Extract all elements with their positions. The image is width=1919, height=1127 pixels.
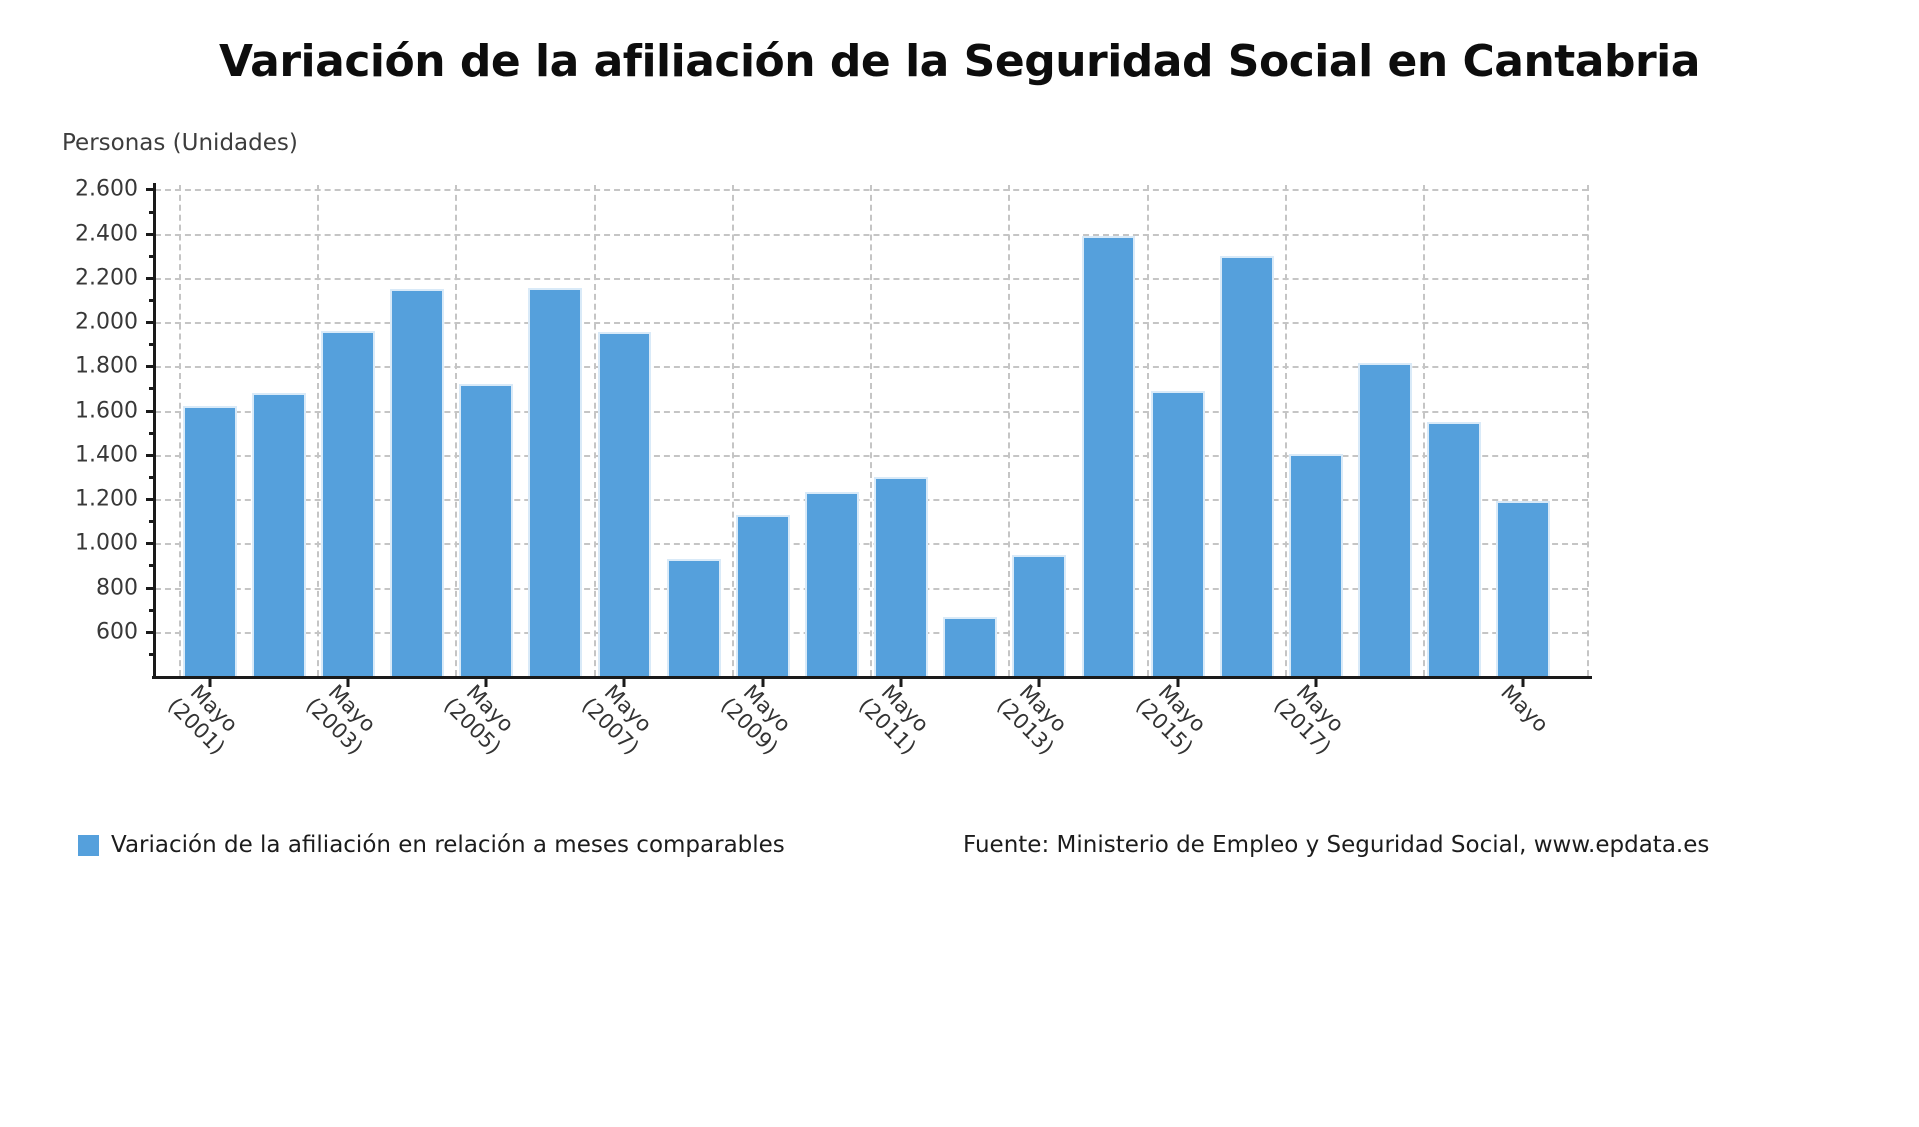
y-minor-tick (149, 475, 154, 479)
y-tick (146, 453, 154, 457)
bar-mayo-2012 (943, 617, 998, 676)
x-tick (346, 679, 350, 687)
y-tick (146, 276, 154, 280)
y-tick (146, 365, 154, 369)
bar-mayo-2019 (1427, 421, 1482, 676)
source-text: Fuente: Ministerio de Empleo y Seguridad… (963, 832, 1710, 858)
x-tick (1314, 679, 1318, 687)
chart-title: Variación de la afiliación de la Segurid… (219, 36, 1700, 87)
x-tick-label: Mayo (2017) (1269, 680, 1349, 760)
y-minor-tick (149, 431, 154, 435)
y-tick-label: 1.800 (75, 353, 138, 379)
y-minor-tick (149, 210, 154, 214)
legend-label: Variación de la afiliación en relación a… (111, 832, 785, 858)
plot-area (155, 185, 1589, 676)
y-axis-title: Personas (Unidades) (62, 130, 298, 156)
y-minor-tick (149, 608, 154, 612)
y-tick-label: 2.400 (75, 221, 138, 247)
bar-mayo-2001 (182, 406, 237, 676)
x-tick-label: Mayo (1496, 680, 1554, 737)
vgrid-line (1587, 185, 1589, 676)
x-tick-label: Mayo (2001) (162, 680, 243, 760)
bar-mayo-2018 (1358, 363, 1413, 676)
bar-mayo-2010 (804, 492, 859, 676)
bar-mayo-2009 (735, 514, 790, 676)
vgrid-line (1008, 185, 1011, 676)
vgrid-line (870, 185, 873, 676)
y-tick (146, 188, 154, 192)
y-minor-tick (149, 652, 154, 656)
x-tick (1176, 679, 1180, 687)
y-tick-label: 2.600 (75, 176, 138, 202)
y-tick-label: 2.000 (75, 309, 138, 335)
x-tick-label: Mayo (2009) (715, 680, 796, 760)
y-tick-label: 1.600 (75, 398, 138, 424)
bar-mayo-2015 (1150, 390, 1205, 676)
bar-mayo-2003 (320, 330, 375, 676)
y-tick-label: 600 (96, 619, 138, 645)
x-tick (484, 679, 488, 687)
vgrid-line (178, 185, 181, 676)
x-tick (899, 679, 903, 687)
vgrid-line (1285, 185, 1287, 676)
x-tick-label: Mayo (2013) (992, 680, 1072, 760)
y-tick-label: 800 (96, 575, 138, 601)
vgrid-line (1423, 185, 1426, 676)
y-minor-tick (149, 299, 154, 302)
y-tick (146, 409, 154, 413)
y-tick (146, 630, 154, 634)
vgrid-line (593, 185, 596, 676)
bar-mayo-2002 (251, 392, 306, 676)
y-tick (146, 586, 154, 590)
y-tick-label: 1.400 (75, 442, 138, 468)
x-tick (622, 679, 626, 687)
bar-mayo-2016 (1219, 255, 1274, 676)
y-minor-tick (149, 387, 154, 391)
x-tick-label: Mayo (2015) (1130, 680, 1211, 760)
y-tick (146, 232, 154, 236)
y-axis-line (153, 183, 156, 678)
legend-item: Variación de la afiliación en relación a… (78, 832, 785, 858)
x-tick (1521, 679, 1525, 687)
x-tick (761, 679, 765, 687)
bar-mayo-2008 (666, 558, 721, 676)
bar-mayo-2014 (1081, 235, 1136, 676)
y-minor-tick (149, 343, 154, 347)
x-tick-label: Mayo (2011) (854, 680, 934, 760)
vgrid-line (1146, 185, 1149, 676)
x-tick-label: Mayo (2003) (300, 680, 381, 760)
y-tick-label: 1.200 (75, 486, 138, 512)
bar-mayo-2006 (528, 287, 583, 676)
y-tick (146, 321, 154, 325)
vgrid-line (316, 185, 319, 676)
bar-mayo-2013 (1012, 555, 1067, 676)
x-tick-label: Mayo (2005) (439, 680, 519, 760)
y-minor-tick (149, 520, 154, 524)
legend-swatch-icon (78, 834, 99, 856)
x-axis-line (152, 676, 1592, 679)
bar-mayo-2017 (1289, 453, 1343, 676)
bar-mayo-2020 (1496, 501, 1551, 676)
bar-mayo-2011 (874, 476, 929, 676)
x-tick-label: Mayo (2007) (577, 680, 657, 760)
x-tick (1037, 679, 1041, 687)
bar-mayo-2007 (597, 332, 652, 676)
y-minor-tick (149, 254, 154, 258)
vgrid-line (731, 185, 734, 676)
bar-mayo-2005 (459, 384, 514, 676)
vgrid-line (455, 185, 458, 676)
y-tick (146, 498, 154, 502)
x-tick (208, 679, 212, 687)
y-tick-label: 1.000 (75, 530, 138, 556)
y-tick-label: 2.200 (75, 265, 138, 291)
footer-row: Variación de la afiliación en relación a… (0, 832, 1919, 866)
y-minor-tick (149, 564, 154, 568)
bar-mayo-2004 (390, 288, 444, 676)
y-tick (146, 542, 154, 546)
